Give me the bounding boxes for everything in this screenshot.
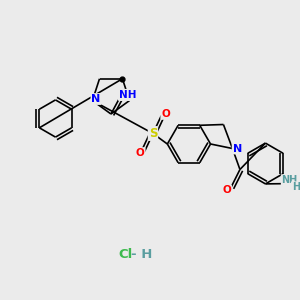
Text: O: O [161, 109, 170, 119]
Text: NH: NH [119, 90, 137, 100]
Text: - H: - H [131, 248, 152, 262]
Text: H: H [292, 182, 300, 192]
Text: NH: NH [282, 175, 298, 185]
Text: S: S [149, 127, 157, 140]
Text: O: O [119, 90, 128, 100]
Text: Cl: Cl [119, 248, 133, 262]
Text: N: N [232, 143, 242, 154]
Text: N: N [92, 94, 101, 104]
Text: O: O [222, 185, 231, 196]
Text: O: O [136, 148, 145, 158]
